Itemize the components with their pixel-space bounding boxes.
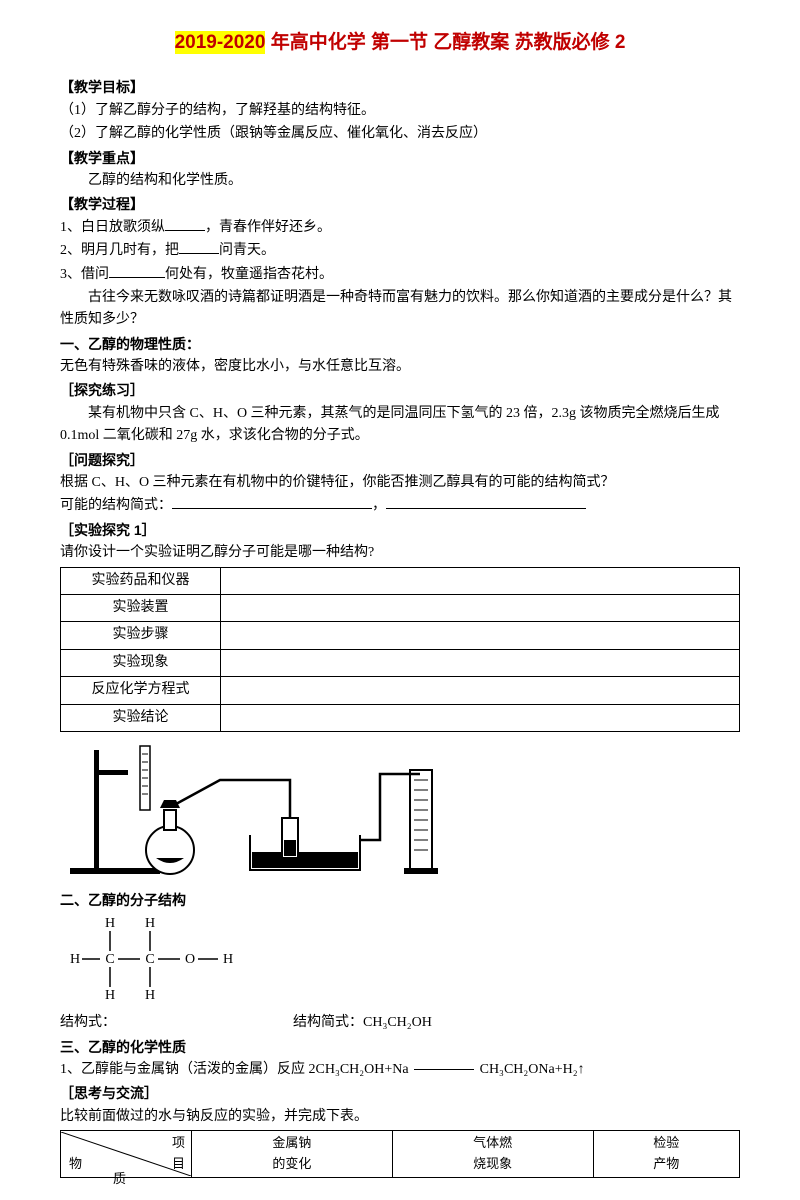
exp1-heading: ［实验探究 1］ <box>60 519 740 541</box>
svg-text:H: H <box>145 988 155 1003</box>
problem-q: 根据 C、H、O 三种元素在有机物中的价键特征，你能否推测乙醇具有的可能的结构简… <box>60 472 740 494</box>
exp1-table: 实验药品和仪器 实验装置 实验步骤 实验现象 反应化学方程式 实验结论 <box>60 567 740 732</box>
problem-hint: 可能的结构简式：， <box>60 495 740 517</box>
svg-text:H: H <box>70 952 80 967</box>
title-rest: 年高中化学 第一节 乙醇教案 苏教版必修 2 <box>265 32 625 53</box>
explore-heading: ［探究练习］ <box>60 379 740 401</box>
compare-table: 项 目 物 质 金属钠 的变化 气体燃 烧现象 检验 产物 <box>60 1130 740 1178</box>
poem-2: 2、明月几时有，把问青天。 <box>60 240 740 262</box>
objectives-heading: 【教学目标】 <box>60 76 740 98</box>
poem-1: 1、白日放歌须纵，青春作伴好还乡。 <box>60 217 740 239</box>
svg-text:C: C <box>105 952 114 967</box>
col-3: 检验 产物 <box>593 1131 739 1178</box>
sec3-heading: 三、乙醇的化学性质 <box>60 1036 740 1058</box>
objective-2: （2）了解乙醇的化学性质（跟钠等金属反应、催化氧化、消去反应） <box>60 123 740 145</box>
svg-text:H: H <box>223 952 233 967</box>
svg-text:H: H <box>105 916 115 931</box>
col-2: 气体燃 烧现象 <box>392 1131 593 1178</box>
think-text: 比较前面做过的水与钠反应的实验，并完成下表。 <box>60 1106 740 1128</box>
sec3-reaction: 1、乙醇能与金属钠（活泼的金属）反应 2CH₃CH₂OH+Na CH₃CH₂ON… <box>60 1059 740 1081</box>
think-heading: ［思考与交流］ <box>60 1082 740 1104</box>
sec1-text: 无色有特殊香味的液体，密度比水小，与水任意比互溶。 <box>60 356 740 378</box>
svg-text:C: C <box>145 952 154 967</box>
sec2-heading: 二、乙醇的分子结构 <box>60 889 740 911</box>
sec1-heading: 一、乙醇的物理性质： <box>60 333 740 355</box>
keypoint-text: 乙醇的结构和化学性质。 <box>60 170 740 192</box>
svg-text:H: H <box>145 916 155 931</box>
structural-formula-diagram: H C H H C H H O H <box>60 913 740 1011</box>
title-highlight: 2019-2020 <box>175 31 266 54</box>
sec2-labels: 结构式： 结构简式：CH₃CH₂OH <box>60 1012 740 1034</box>
explore-text: 某有机物中只含 C、H、O 三种元素，其蒸气的是同温同压下氢气的 23 倍，2.… <box>60 403 740 448</box>
svg-text:H: H <box>105 988 115 1003</box>
process-intro: 古往今来无数咏叹酒的诗篇都证明酒是一种奇特而富有魅力的饮料。那么你知道酒的主要成… <box>60 287 740 332</box>
apparatus-diagram <box>60 740 740 888</box>
process-heading: 【教学过程】 <box>60 193 740 215</box>
keypoint-heading: 【教学重点】 <box>60 147 740 169</box>
poem-3: 3、借问何处有，牧童遥指杏花村。 <box>60 264 740 286</box>
objective-1: （1）了解乙醇分子的结构，了解羟基的结构特征。 <box>60 100 740 122</box>
exp1-q: 请你设计一个实验证明乙醇分子可能是哪一种结构? <box>60 542 740 564</box>
problem-heading: ［问题探究］ <box>60 449 740 471</box>
svg-text:O: O <box>185 952 195 967</box>
col-1: 金属钠 的变化 <box>192 1131 393 1178</box>
